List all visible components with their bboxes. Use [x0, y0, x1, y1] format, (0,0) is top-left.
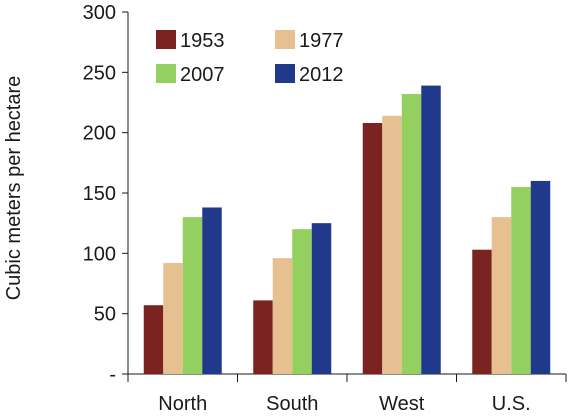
bar-1977-U.S. — [491, 217, 512, 374]
legend-swatch-2012 — [275, 64, 295, 83]
legend-label-1977: 1977 — [299, 30, 344, 52]
legend-swatch-2007 — [156, 64, 176, 83]
y-axis: - 50 100 150 200 250 300 — [83, 2, 129, 386]
bar-1953-U.S. — [472, 249, 492, 374]
bar-2012-North — [202, 207, 222, 374]
bar-2007-South — [292, 229, 312, 374]
bar-1977-North — [163, 262, 183, 374]
legend: 1953 1977 2007 2012 — [156, 30, 344, 86]
y-axis-title-group: Cubic meters per hectare — [3, 76, 25, 301]
y-axis-title: Cubic meters per hectare — [3, 76, 25, 301]
bar-2007-West — [401, 94, 422, 374]
bar-2012-West — [421, 85, 441, 375]
legend-label-2012: 2012 — [299, 64, 344, 86]
y-tick-label: 200 — [83, 123, 116, 145]
y-tick-label: 250 — [83, 62, 116, 84]
bar-2012-U.S. — [530, 180, 551, 374]
y-tick-label: 150 — [83, 183, 116, 205]
y-tick-label: - — [109, 364, 116, 386]
bar-1977-West — [382, 115, 402, 375]
legend-swatch-1953 — [156, 30, 176, 49]
bar-1953-North — [143, 305, 164, 374]
x-category-label: U.S. — [492, 393, 531, 415]
bar-2007-North — [182, 217, 203, 374]
legend-label-2007: 2007 — [180, 64, 225, 86]
bar-1977-South — [272, 258, 293, 374]
legend-label-1953: 1953 — [180, 30, 225, 52]
bars — [143, 85, 551, 375]
legend-swatch-1977 — [275, 30, 295, 49]
y-tick-label: 50 — [94, 304, 116, 326]
x-category-label: North — [158, 393, 207, 415]
bar-1953-West — [362, 123, 383, 374]
bar-2012-South — [311, 223, 332, 374]
bar-2007-U.S. — [511, 186, 531, 374]
x-axis: North South West U.S. — [122, 373, 567, 415]
y-tick-label: 300 — [83, 2, 116, 24]
x-category-label: South — [266, 393, 318, 415]
y-tick-label: 100 — [83, 243, 116, 265]
x-category-label: West — [379, 393, 425, 415]
bar-1953-South — [253, 300, 273, 374]
